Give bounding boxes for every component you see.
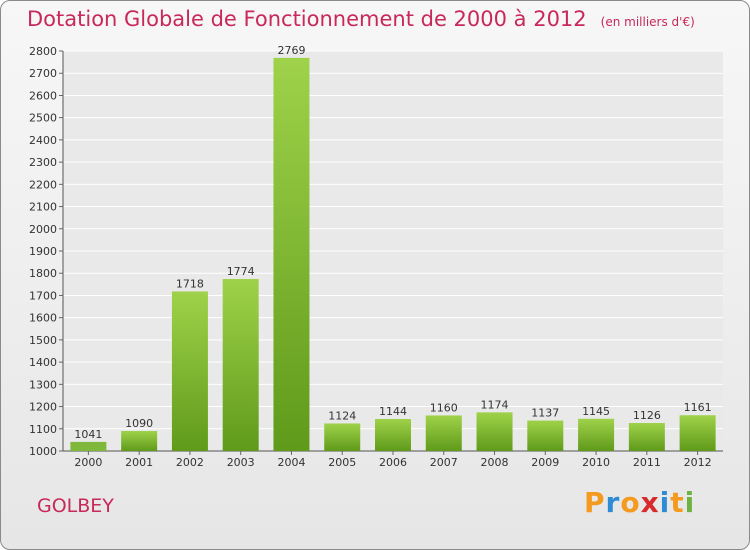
y-tick-label: 2500 xyxy=(29,112,57,125)
y-tick-label: 1100 xyxy=(29,423,57,436)
chart-title: Dotation Globale de Fonctionnement de 20… xyxy=(27,7,695,31)
bar xyxy=(273,57,310,452)
data-label: 1174 xyxy=(481,398,509,411)
y-tick-label: 2100 xyxy=(29,201,57,214)
x-tick-label: 2011 xyxy=(633,456,661,469)
data-label: 1090 xyxy=(125,417,153,430)
x-tick-label: 2008 xyxy=(481,456,509,469)
y-tick-label: 1800 xyxy=(29,267,57,280)
chart-title-text: Dotation Globale de Fonctionnement de 20… xyxy=(27,7,587,31)
data-label: 2769 xyxy=(277,44,305,57)
y-tick-label: 2200 xyxy=(29,178,57,191)
data-label: 1126 xyxy=(633,409,661,422)
y-tick-label: 1700 xyxy=(29,289,57,302)
x-tick-label: 2005 xyxy=(328,456,356,469)
x-tick-label: 2009 xyxy=(531,456,559,469)
bar xyxy=(628,423,665,451)
y-tick-label: 1500 xyxy=(29,334,57,347)
y-tick-label: 2400 xyxy=(29,134,57,147)
x-tick-label: 2006 xyxy=(379,456,407,469)
logo-letter: x xyxy=(640,486,660,519)
x-tick-label: 2001 xyxy=(125,456,153,469)
logo-letter: P xyxy=(584,486,606,519)
bar xyxy=(527,420,564,451)
x-tick-label: 2012 xyxy=(684,456,712,469)
x-tick-label: 2000 xyxy=(74,456,102,469)
logo-letter: r xyxy=(605,486,621,519)
logo-letter: t xyxy=(670,486,685,519)
data-label: 1137 xyxy=(531,407,559,420)
bar xyxy=(476,412,513,451)
x-tick-label: 2003 xyxy=(227,456,255,469)
city-name: GOLBEY xyxy=(37,495,114,517)
data-label: 1718 xyxy=(176,277,204,290)
data-label: 1144 xyxy=(379,405,407,418)
bar xyxy=(578,418,615,451)
logo-letter: i xyxy=(684,486,696,519)
data-label: 1161 xyxy=(684,401,712,414)
data-label: 1160 xyxy=(430,401,458,414)
x-tick-label: 2004 xyxy=(277,456,305,469)
y-tick-label: 2800 xyxy=(29,45,57,58)
x-tick-label: 2002 xyxy=(176,456,204,469)
y-tick-label: 2700 xyxy=(29,67,57,80)
logo-letter: i xyxy=(659,486,671,519)
x-tick-label: 2007 xyxy=(430,456,458,469)
y-tick-label: 1400 xyxy=(29,356,57,369)
bar xyxy=(222,279,259,451)
bar xyxy=(375,419,411,451)
proxiti-logo: Proxiti xyxy=(584,486,695,519)
y-tick-label: 1900 xyxy=(29,245,57,258)
bar xyxy=(679,415,716,451)
data-label: 1041 xyxy=(74,428,102,441)
x-tick-label: 2010 xyxy=(582,456,610,469)
y-tick-label: 2600 xyxy=(29,89,57,102)
y-tick-label: 1300 xyxy=(29,378,57,391)
data-label: 1145 xyxy=(582,405,610,418)
y-tick-label: 2000 xyxy=(29,223,57,236)
y-tick-label: 1000 xyxy=(29,445,57,458)
chart-subtitle: (en milliers d'€) xyxy=(600,15,695,29)
bar xyxy=(171,291,208,451)
bar xyxy=(324,423,361,451)
bar xyxy=(70,441,107,451)
y-tick-label: 1200 xyxy=(29,401,57,414)
bar xyxy=(121,431,158,451)
y-tick-label: 1600 xyxy=(29,312,57,325)
data-label: 1124 xyxy=(328,409,356,422)
data-label: 1774 xyxy=(227,265,255,278)
logo-letter: o xyxy=(620,486,641,519)
y-tick-label: 2300 xyxy=(29,156,57,169)
bar xyxy=(425,415,462,451)
